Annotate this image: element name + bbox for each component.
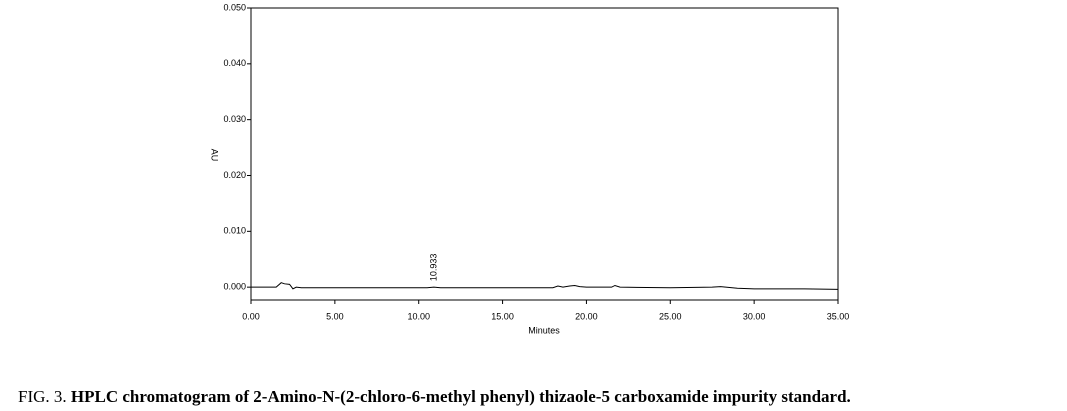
y-tick-label: 0.050 — [223, 2, 246, 12]
y-tick-label: 0.010 — [223, 226, 246, 236]
plot-frame — [250, 7, 839, 301]
y-axis-label: AU — [210, 149, 220, 162]
x-tick-label: 15.00 — [491, 311, 514, 321]
trace — [251, 282, 839, 290]
caption: FIG. 3. HPLC chromatogram of 2-Amino-N-(… — [18, 387, 851, 406]
x-tick-label: 25.00 — [659, 311, 682, 321]
peak-label: 10.933 — [429, 254, 439, 282]
caption-text: HPLC chromatogram of 2-Amino-N-(2-chloro… — [71, 387, 851, 406]
x-tick-label: 20.00 — [575, 311, 598, 321]
x-tick-label: 10.00 — [407, 311, 430, 321]
y-tick-label: 0.020 — [223, 170, 246, 180]
x-tick-label: 35.00 — [827, 311, 850, 321]
x-tick-label: 5.00 — [326, 311, 344, 321]
x-tick-label: 0.00 — [242, 311, 260, 321]
y-tick-label: 0.030 — [223, 114, 246, 124]
x-tick-label: 30.00 — [743, 311, 766, 321]
x-axis-label: Minutes — [528, 325, 560, 335]
y-tick-label: 0.000 — [223, 282, 246, 292]
caption-prefix: FIG. 3. — [18, 387, 67, 406]
y-tick-label: 0.040 — [223, 58, 246, 68]
